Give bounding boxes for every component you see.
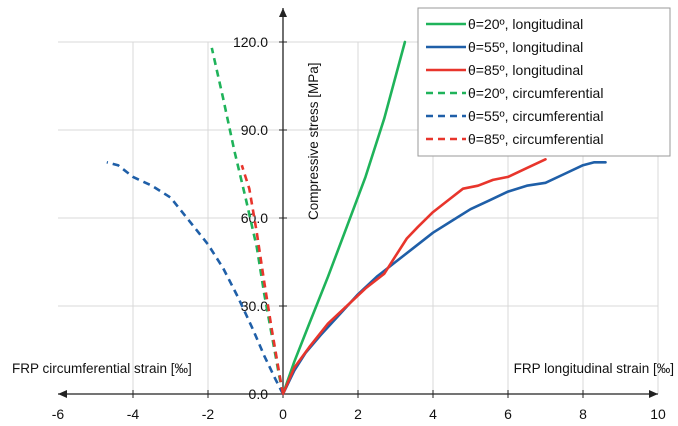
legend-box [417,7,671,157]
x-axis-title-left: FRP circumferential strain [‰] [12,361,192,376]
legend-label-5: θ=55º, circumferential [468,108,603,124]
x-axis-arrow-left [58,390,67,398]
y-tick-label: 0.0 [249,386,269,402]
legend-label-3: θ=85º, longitudinal [468,62,583,78]
legend-label-1: θ=20º, longitudinal [468,16,583,32]
x-tick-label: 2 [354,406,362,422]
series-line-5 [106,161,285,395]
series-line-2 [281,161,607,396]
x-tick-label: -4 [127,406,140,422]
x-tick-label: -2 [202,406,215,422]
x-tick-label: 10 [650,406,666,422]
x-tick-label: 8 [579,406,587,422]
x-tick-label: 4 [429,406,437,422]
y-tick-label: 30.0 [241,298,268,314]
y-axis-title: Compressive stress [MPa] [306,62,321,220]
x-tick-label: 0 [279,406,287,422]
x-tick-label: 6 [504,406,512,422]
x-axis: -6 -4 -2 0 2 4 6 8 10 [52,390,666,422]
x-axis-title-right: FRP longitudinal strain [‰] [514,361,674,376]
series-line-1 [281,40,407,396]
legend-label-2: θ=55º, longitudinal [468,39,583,55]
series-layer [106,40,607,396]
legend-label-4: θ=20º, circumferential [468,85,603,101]
series-line-6 [240,164,285,395]
y-tick-label: 90.0 [241,122,268,138]
y-tick-label: 60.0 [241,210,268,226]
series-line-4 [210,47,285,395]
x-axis-arrow-right [649,390,658,398]
x-tick-label: -6 [52,406,65,422]
legend-label-6: θ=85º, circumferential [468,131,603,147]
y-tick-label: 120.0 [233,34,268,50]
series-line-3 [281,158,547,396]
legend: θ=20º, longitudinal θ=55º, longitudinal θ=… [417,7,671,157]
y-axis-arrow [279,8,287,17]
y-axis: 0.0 30.0 60.0 90.0 120.0 [233,8,287,402]
